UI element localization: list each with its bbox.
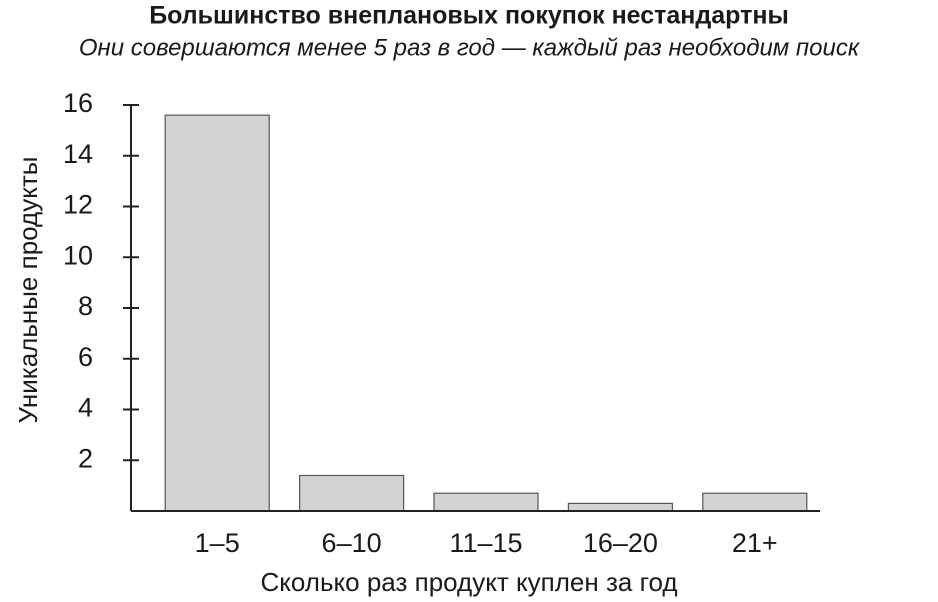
x-tick-label: 6–10 (322, 528, 382, 558)
y-tick-label: 16 (63, 88, 93, 118)
y-tick-label: 2 (78, 443, 93, 473)
x-axis-label: Сколько раз продукт куплен за год (260, 567, 677, 597)
bar (299, 474, 405, 512)
bar (702, 492, 808, 512)
bar (433, 492, 539, 512)
bar (164, 114, 270, 512)
y-tick-label: 8 (78, 291, 93, 321)
y-axis-label: Уникальные продукты (13, 157, 43, 424)
x-tick-label: 1–5 (195, 528, 240, 558)
y-tick-label: 14 (63, 139, 93, 169)
x-tick-label: 16–20 (583, 528, 658, 558)
chart-title: Большинство внеплановых покупок нестанда… (149, 2, 789, 30)
x-tick-label: 11–15 (449, 528, 522, 558)
x-tick-label: 21+ (732, 528, 778, 558)
chart-subtitle: Они совершаются менее 5 раз в год — кажд… (79, 34, 861, 61)
y-tick-label: 12 (63, 190, 93, 220)
y-tick-label: 4 (78, 393, 93, 423)
y-tick-label: 6 (78, 342, 93, 372)
y-tick-label: 10 (63, 240, 93, 270)
bar (567, 502, 674, 512)
